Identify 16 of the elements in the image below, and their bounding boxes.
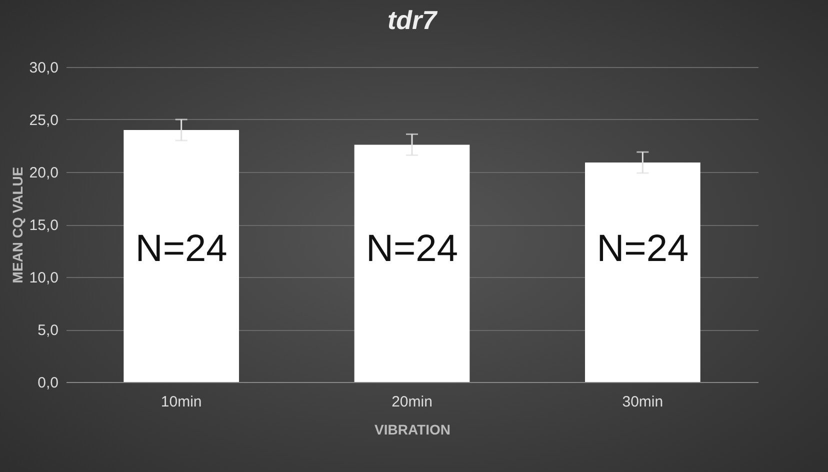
x-tick-label: 20min [392,394,432,410]
y-axis-title: MEAN CQ VALUE [9,166,26,284]
y-tick-label: 10,0 [29,270,58,286]
annotation: N=24 [135,228,228,270]
x-axis-title: VIBRATION [374,422,450,438]
annotation: N=24 [596,228,689,270]
x-tick-label: 10min [160,394,202,410]
x-tick-label: 30min [622,394,664,410]
y-tick-label: 0,0 [38,374,58,392]
y-tick-label: 20,0 [29,164,58,182]
y-tick-label: 25,0 [29,112,58,129]
y-tick-label: 15,0 [29,217,58,234]
y-tick-label: 30,0 [29,60,58,76]
y-tick-label: 5,0 [38,322,58,339]
chart-title: tdr7 [387,5,438,35]
annotation: N=24 [366,228,458,270]
